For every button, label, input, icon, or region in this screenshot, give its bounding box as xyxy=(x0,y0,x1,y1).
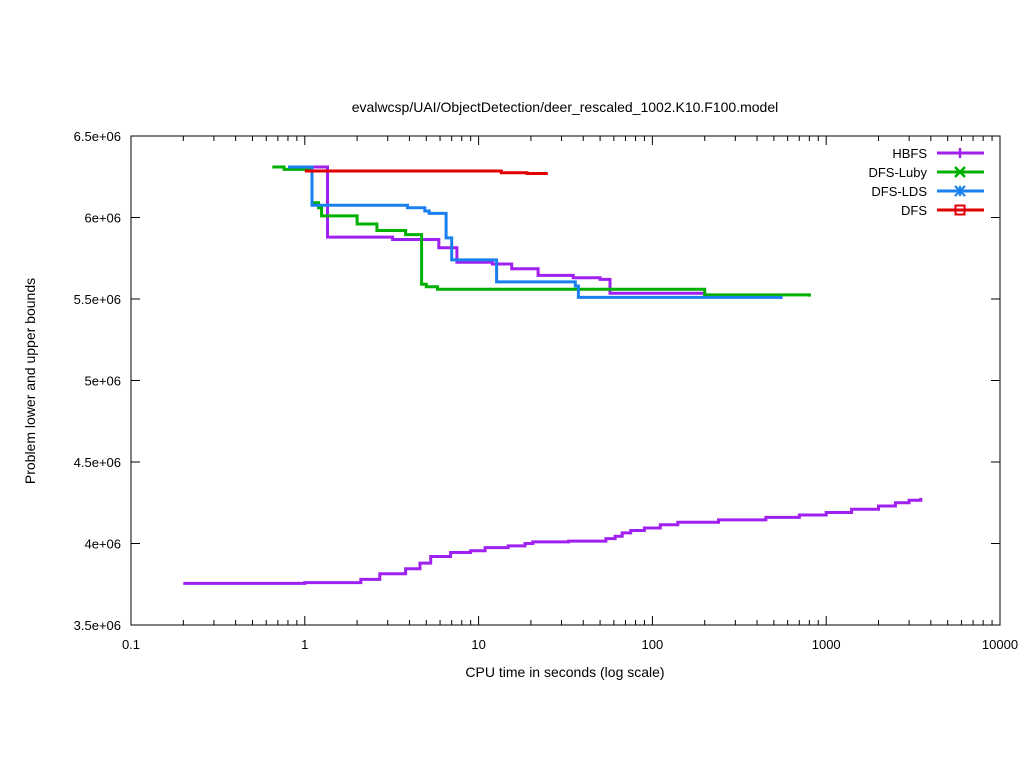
y-tick-label: 4e+06 xyxy=(84,537,121,552)
legend-label-dfs-luby: DFS-Luby xyxy=(868,165,927,180)
legend-label-dfs-lds: DFS-LDS xyxy=(871,184,927,199)
x-tick-label: 1000 xyxy=(812,637,841,652)
plot-frame xyxy=(130,135,1001,626)
legend-marker-dfs xyxy=(954,204,966,216)
y-tick-label: 4.5e+06 xyxy=(74,455,121,470)
x-tick-label: 0.1 xyxy=(122,637,140,652)
y-tick-label: 5.5e+06 xyxy=(74,292,121,307)
y-tick-label: 6e+06 xyxy=(84,211,121,226)
x-axis-title: CPU time in seconds (log scale) xyxy=(465,664,664,680)
x-tick-label: 10 xyxy=(471,637,485,652)
legend: HBFS DFS-Luby DFS-LDS DFS xyxy=(868,146,984,218)
legend-marker-dfs-luby xyxy=(954,166,966,178)
series-line-dfs xyxy=(304,169,548,175)
series-line-dfs-lds xyxy=(288,165,783,299)
legend-marker-dfs-lds xyxy=(954,185,966,197)
series-line-dfs-luby xyxy=(272,165,811,297)
y-tick-label: 5e+06 xyxy=(84,374,121,389)
y-tick-label: 3.5e+06 xyxy=(74,618,121,633)
x-tick-label: 100 xyxy=(642,637,664,652)
legend-label-dfs: DFS xyxy=(901,203,927,218)
chart-title: evalwcsp/UAI/ObjectDetection/deer_rescal… xyxy=(352,99,778,115)
series-line-hbfs xyxy=(304,165,733,298)
y-tick-label: 6.5e+06 xyxy=(74,129,121,144)
axis-ticks xyxy=(130,135,1001,626)
series-line-hbfs xyxy=(183,497,923,585)
y-axis-title: Problem lower and upper bounds xyxy=(22,278,38,484)
legend-label-hbfs: HBFS xyxy=(892,146,927,161)
x-tick-label: 1 xyxy=(301,637,308,652)
x-tick-label: 10000 xyxy=(982,637,1018,652)
series-layer xyxy=(183,165,923,585)
tick-labels: 0.1 1 10 100 1000 10000 3.5e+06 4e+06 4.5e+06 5e+… xyxy=(74,129,1018,652)
legend-marker-hbfs xyxy=(955,148,965,158)
